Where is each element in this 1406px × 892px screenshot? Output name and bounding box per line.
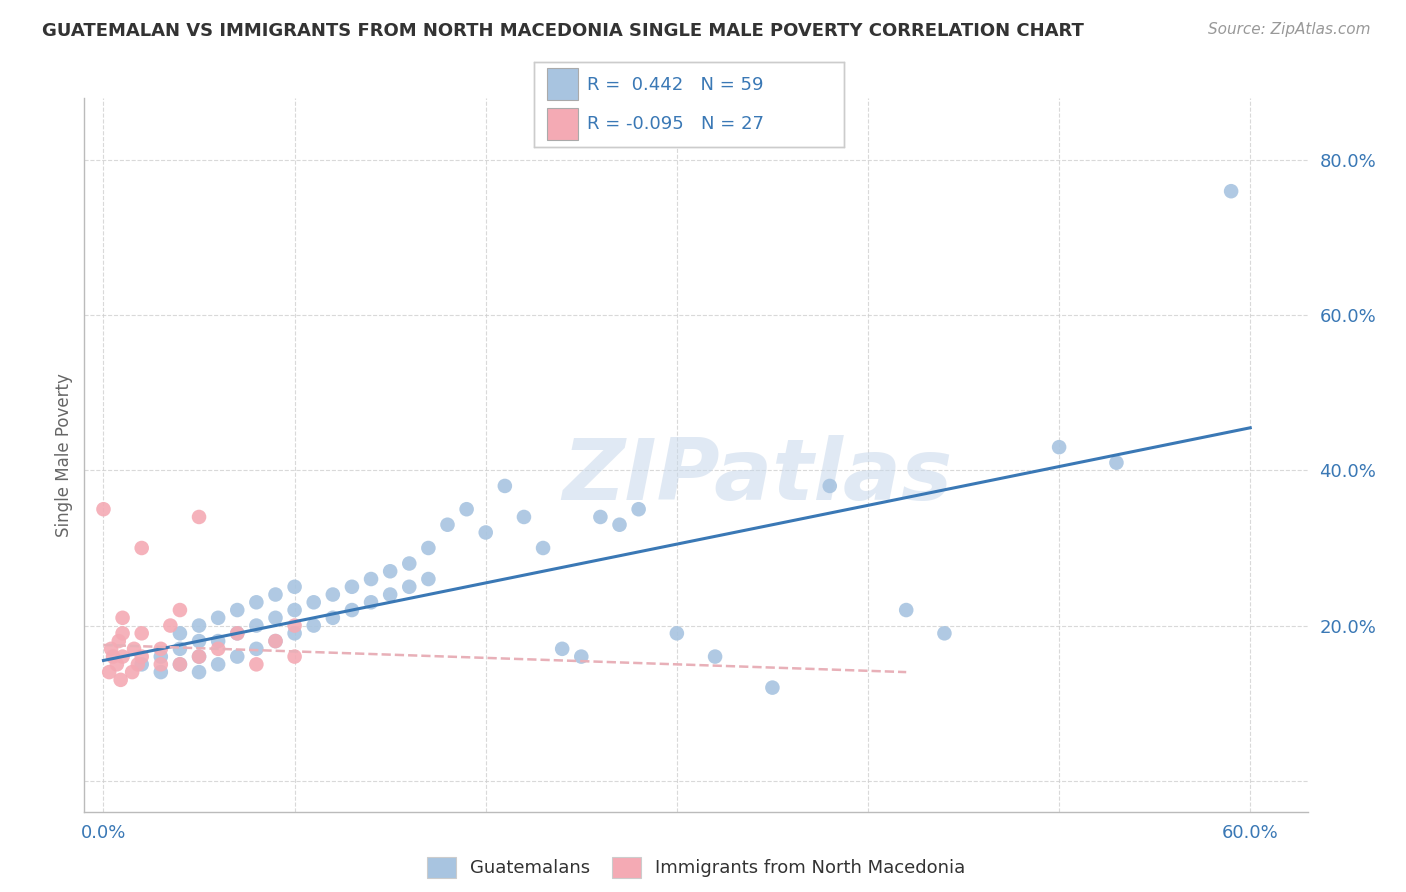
Point bbox=[149, 649, 172, 664]
Point bbox=[188, 665, 211, 679]
Text: R = -0.095   N = 27: R = -0.095 N = 27 bbox=[586, 115, 763, 133]
Point bbox=[226, 649, 249, 664]
Point bbox=[131, 649, 153, 664]
Point bbox=[226, 603, 249, 617]
Text: Source: ZipAtlas.com: Source: ZipAtlas.com bbox=[1208, 22, 1371, 37]
Point bbox=[264, 634, 287, 648]
Point bbox=[284, 580, 307, 594]
Point bbox=[111, 649, 134, 664]
Point bbox=[378, 588, 402, 602]
Text: GUATEMALAN VS IMMIGRANTS FROM NORTH MACEDONIA SINGLE MALE POVERTY CORRELATION CH: GUATEMALAN VS IMMIGRANTS FROM NORTH MACE… bbox=[42, 22, 1084, 40]
Point bbox=[1105, 456, 1128, 470]
Point bbox=[436, 517, 458, 532]
Point bbox=[111, 611, 134, 625]
Point bbox=[105, 657, 128, 672]
Point bbox=[226, 626, 249, 640]
Point bbox=[101, 649, 124, 664]
Point bbox=[627, 502, 650, 516]
Point bbox=[322, 611, 344, 625]
Point bbox=[207, 641, 229, 656]
Point bbox=[245, 641, 267, 656]
Point bbox=[474, 525, 496, 540]
Point bbox=[1047, 440, 1070, 454]
Point bbox=[302, 618, 325, 632]
Point bbox=[665, 626, 688, 640]
Point bbox=[340, 580, 363, 594]
Point bbox=[896, 603, 918, 617]
Text: R =  0.442   N = 59: R = 0.442 N = 59 bbox=[586, 77, 763, 95]
Point bbox=[188, 510, 211, 524]
Point bbox=[93, 502, 115, 516]
Point bbox=[340, 603, 363, 617]
FancyBboxPatch shape bbox=[547, 108, 578, 140]
Point bbox=[531, 541, 554, 555]
Point bbox=[934, 626, 956, 640]
Point bbox=[111, 626, 134, 640]
Point bbox=[264, 634, 287, 648]
Point bbox=[245, 657, 267, 672]
Point bbox=[418, 572, 440, 586]
Point bbox=[100, 641, 122, 656]
Point bbox=[188, 618, 211, 632]
Point bbox=[169, 657, 191, 672]
Point bbox=[456, 502, 478, 516]
Point bbox=[398, 580, 420, 594]
Text: ZIPatlas: ZIPatlas bbox=[562, 434, 952, 518]
Point bbox=[131, 541, 153, 555]
Point bbox=[207, 634, 229, 648]
Point bbox=[110, 673, 132, 687]
Point bbox=[818, 479, 841, 493]
Point bbox=[609, 517, 631, 532]
Point bbox=[122, 641, 145, 656]
Point bbox=[284, 618, 307, 632]
Point bbox=[207, 611, 229, 625]
Point bbox=[494, 479, 516, 493]
Point bbox=[378, 564, 402, 578]
Y-axis label: Single Male Poverty: Single Male Poverty bbox=[55, 373, 73, 537]
Point bbox=[169, 657, 191, 672]
Point bbox=[589, 510, 612, 524]
Point bbox=[398, 557, 420, 571]
Point bbox=[284, 626, 307, 640]
Point bbox=[360, 572, 382, 586]
Point bbox=[704, 649, 727, 664]
Point bbox=[188, 649, 211, 664]
Point bbox=[245, 595, 267, 609]
Point bbox=[284, 649, 307, 664]
Point bbox=[761, 681, 783, 695]
Point bbox=[207, 657, 229, 672]
Point bbox=[98, 665, 121, 679]
Point bbox=[360, 595, 382, 609]
Point bbox=[131, 657, 153, 672]
Point bbox=[131, 626, 153, 640]
Point bbox=[1220, 184, 1243, 198]
Point bbox=[264, 611, 287, 625]
Point bbox=[169, 626, 191, 640]
Point bbox=[188, 634, 211, 648]
Point bbox=[569, 649, 592, 664]
Point bbox=[127, 657, 149, 672]
Point bbox=[149, 665, 172, 679]
Point bbox=[264, 588, 287, 602]
Point bbox=[149, 641, 172, 656]
Legend: Guatemalans, Immigrants from North Macedonia: Guatemalans, Immigrants from North Maced… bbox=[419, 849, 973, 885]
Point bbox=[169, 641, 191, 656]
Point bbox=[107, 634, 129, 648]
Point bbox=[149, 657, 172, 672]
Point bbox=[322, 588, 344, 602]
Point bbox=[226, 626, 249, 640]
Point bbox=[245, 618, 267, 632]
Point bbox=[418, 541, 440, 555]
Point bbox=[159, 618, 181, 632]
Point bbox=[551, 641, 574, 656]
Point bbox=[513, 510, 536, 524]
Point bbox=[121, 665, 143, 679]
Point bbox=[302, 595, 325, 609]
Point bbox=[169, 603, 191, 617]
Point bbox=[284, 603, 307, 617]
Point bbox=[188, 649, 211, 664]
FancyBboxPatch shape bbox=[547, 68, 578, 100]
